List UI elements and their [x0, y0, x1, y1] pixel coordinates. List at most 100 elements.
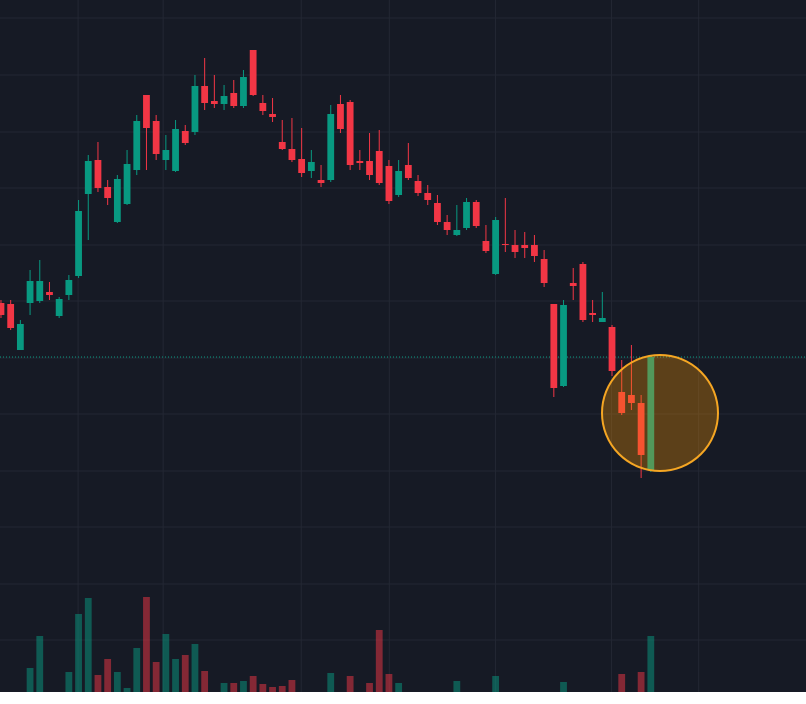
candle-body	[579, 264, 587, 320]
candle-body	[191, 86, 199, 132]
volume-bar	[104, 659, 112, 692]
volume-bar	[269, 687, 276, 692]
volume-bar	[560, 682, 567, 692]
highlight-circle	[601, 354, 719, 472]
volume-bar	[492, 676, 500, 692]
volume-bar	[647, 636, 655, 692]
candle-body	[143, 95, 150, 128]
candle-body	[298, 159, 306, 173]
candle-body	[434, 203, 441, 222]
candle-body	[307, 162, 315, 171]
volume-bar	[133, 648, 141, 692]
candle-body	[511, 245, 519, 252]
candle-body	[65, 280, 73, 295]
volume-bar	[637, 672, 645, 692]
candle-body	[94, 160, 102, 188]
candle-body	[75, 211, 82, 276]
candle-body	[152, 121, 160, 154]
candle-body	[133, 121, 141, 170]
candle-body	[7, 304, 15, 328]
candle-body	[414, 181, 422, 193]
volume-bar	[172, 659, 179, 692]
volume-bar	[181, 655, 189, 692]
volume-bar	[453, 681, 461, 692]
candle-body	[249, 50, 257, 95]
volume-bar	[366, 683, 373, 692]
candle-body	[366, 161, 373, 175]
volume-bar	[259, 684, 267, 692]
candle-body	[36, 281, 44, 301]
candle-body	[463, 202, 470, 228]
volume-bar	[346, 676, 354, 692]
candle-body	[569, 283, 577, 286]
candle-body	[540, 259, 548, 283]
candle-body	[104, 187, 112, 198]
candle-body	[482, 241, 490, 251]
candle-body	[424, 193, 432, 200]
candle-body	[337, 104, 344, 129]
candle-body	[589, 313, 597, 315]
candle-body	[201, 86, 209, 103]
volume-bar	[327, 673, 335, 692]
volume-bar	[84, 598, 92, 692]
volume-bar	[201, 671, 209, 692]
candles	[0, 50, 655, 478]
candle-body	[598, 318, 606, 322]
candle-body	[550, 304, 558, 388]
candle-body	[113, 179, 121, 222]
candle-body	[560, 305, 567, 386]
candle-body	[269, 114, 276, 117]
candle-body	[404, 165, 412, 178]
candle-body	[453, 230, 461, 235]
candle-body	[123, 164, 131, 204]
volume-bar	[288, 680, 296, 692]
volume-pane	[26, 597, 655, 692]
volume-bar	[375, 630, 383, 692]
volume-bar	[395, 683, 403, 692]
volume-bar	[152, 662, 160, 692]
candle-body	[317, 180, 325, 183]
volume-bar	[26, 668, 34, 692]
candle-body	[220, 96, 228, 104]
volume-bar	[36, 636, 44, 692]
volume-bar	[385, 674, 393, 692]
candle-body	[385, 166, 393, 201]
candle-body	[16, 324, 24, 350]
volume-bar	[249, 676, 257, 692]
candle-body	[356, 161, 364, 163]
volume-bar	[162, 634, 170, 692]
candle-body	[278, 142, 286, 149]
volume-bar	[240, 681, 247, 692]
candle-body	[230, 93, 238, 106]
volume-bar	[94, 675, 102, 692]
candle-body	[375, 151, 383, 183]
candle-body	[472, 202, 480, 226]
volume-bar	[123, 688, 131, 692]
candle-body	[172, 129, 179, 171]
volume-bar	[75, 614, 82, 692]
candle-body	[327, 114, 335, 180]
candle-body	[647, 357, 655, 470]
candle-body	[84, 161, 92, 194]
volume-bar	[618, 674, 626, 692]
candle-body	[0, 303, 5, 315]
candle-body	[492, 220, 500, 274]
candle-body	[618, 392, 626, 413]
volume-bar	[220, 683, 228, 692]
candle-body	[26, 281, 34, 303]
candle-body	[288, 149, 296, 160]
volume-bar	[65, 672, 73, 692]
candle-body	[531, 245, 538, 256]
candle-body	[181, 131, 189, 143]
candle-body	[521, 245, 529, 248]
volume-bar	[230, 683, 238, 692]
candle-body	[162, 150, 170, 160]
candle-body	[608, 327, 616, 371]
candle-body	[240, 77, 247, 106]
candle-body	[395, 171, 403, 195]
candle-body	[637, 403, 645, 455]
volume-bar	[278, 686, 286, 692]
volume-bar	[191, 644, 199, 692]
